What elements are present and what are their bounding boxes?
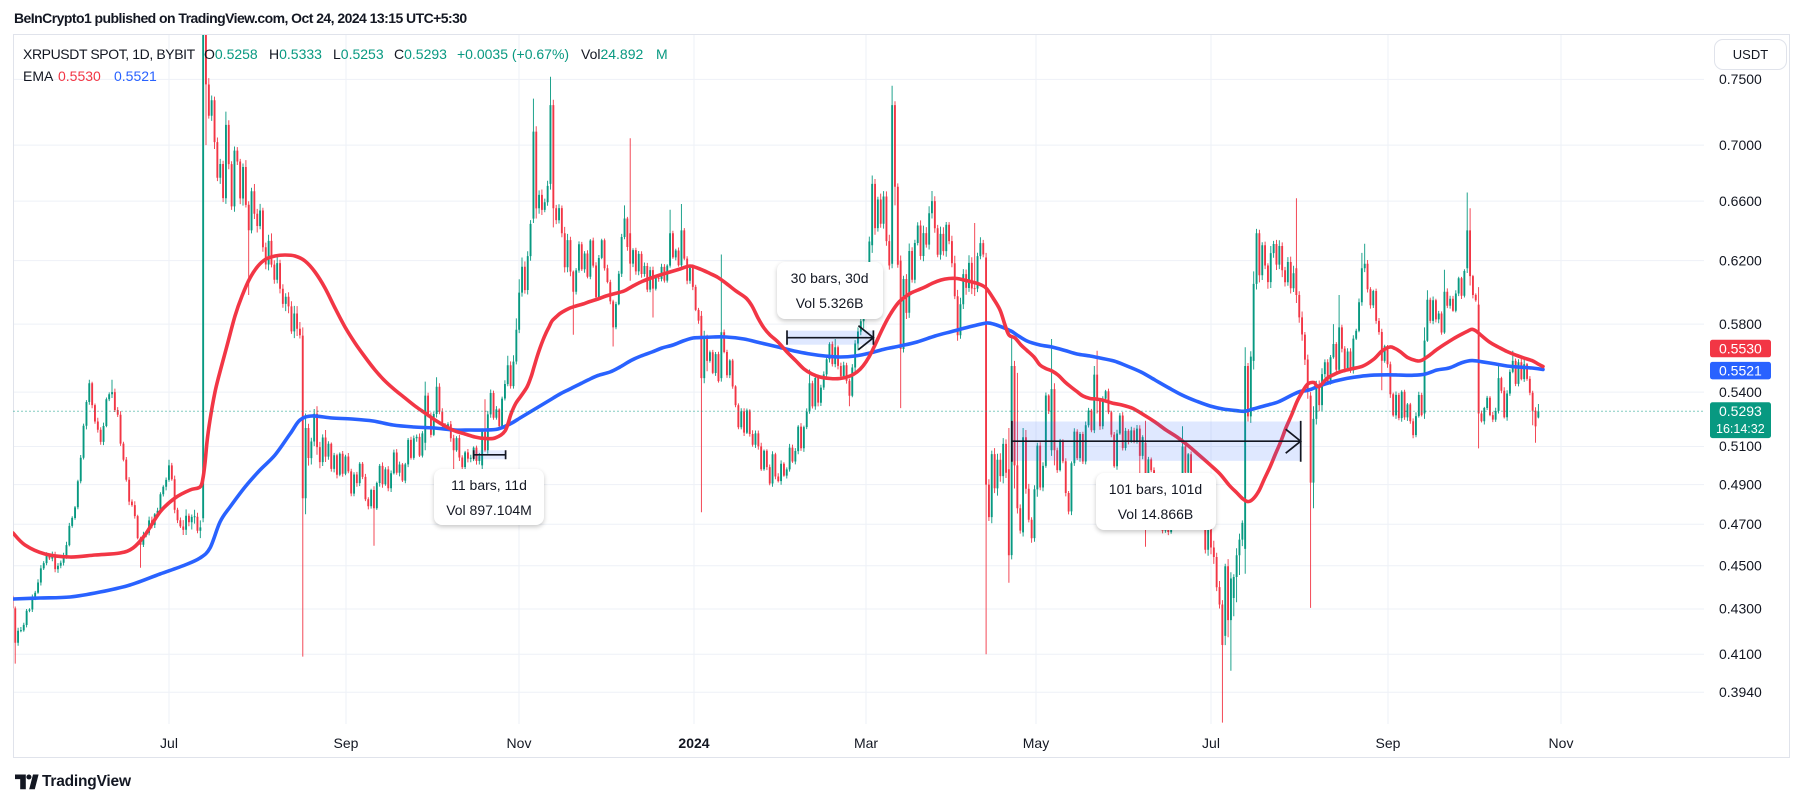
svg-text:Jul: Jul	[1202, 735, 1220, 751]
svg-text:0.5530: 0.5530	[1719, 340, 1762, 356]
svg-text:0.4500: 0.4500	[1719, 557, 1762, 573]
svg-text:0.5293: 0.5293	[1719, 403, 1762, 419]
svg-text:Nov: Nov	[507, 735, 532, 751]
svg-text:Sep: Sep	[334, 735, 359, 751]
svg-text:Mar: Mar	[854, 735, 878, 751]
svg-text:Jul: Jul	[160, 735, 178, 751]
svg-text:0.4900: 0.4900	[1719, 476, 1762, 492]
svg-text:0.6600: 0.6600	[1719, 193, 1762, 209]
svg-text:0.7000: 0.7000	[1719, 137, 1762, 153]
svg-text:May: May	[1023, 735, 1049, 751]
svg-text:0.4700: 0.4700	[1719, 516, 1762, 532]
svg-text:0.6200: 0.6200	[1719, 252, 1762, 268]
svg-text:0.5800: 0.5800	[1719, 316, 1762, 332]
svg-text:2024: 2024	[678, 735, 709, 751]
svg-text:0.4300: 0.4300	[1719, 601, 1762, 617]
svg-text:0.7500: 0.7500	[1719, 71, 1762, 87]
svg-text:0.5100: 0.5100	[1719, 438, 1762, 454]
svg-text:16:14:32: 16:14:32	[1716, 422, 1765, 436]
svg-text:0.5521: 0.5521	[1719, 362, 1762, 378]
svg-text:Nov: Nov	[1549, 735, 1574, 751]
svg-text:0.5400: 0.5400	[1719, 384, 1762, 400]
svg-text:0.3940: 0.3940	[1719, 684, 1762, 700]
svg-text:0.4100: 0.4100	[1719, 646, 1762, 662]
svg-text:Sep: Sep	[1376, 735, 1401, 751]
